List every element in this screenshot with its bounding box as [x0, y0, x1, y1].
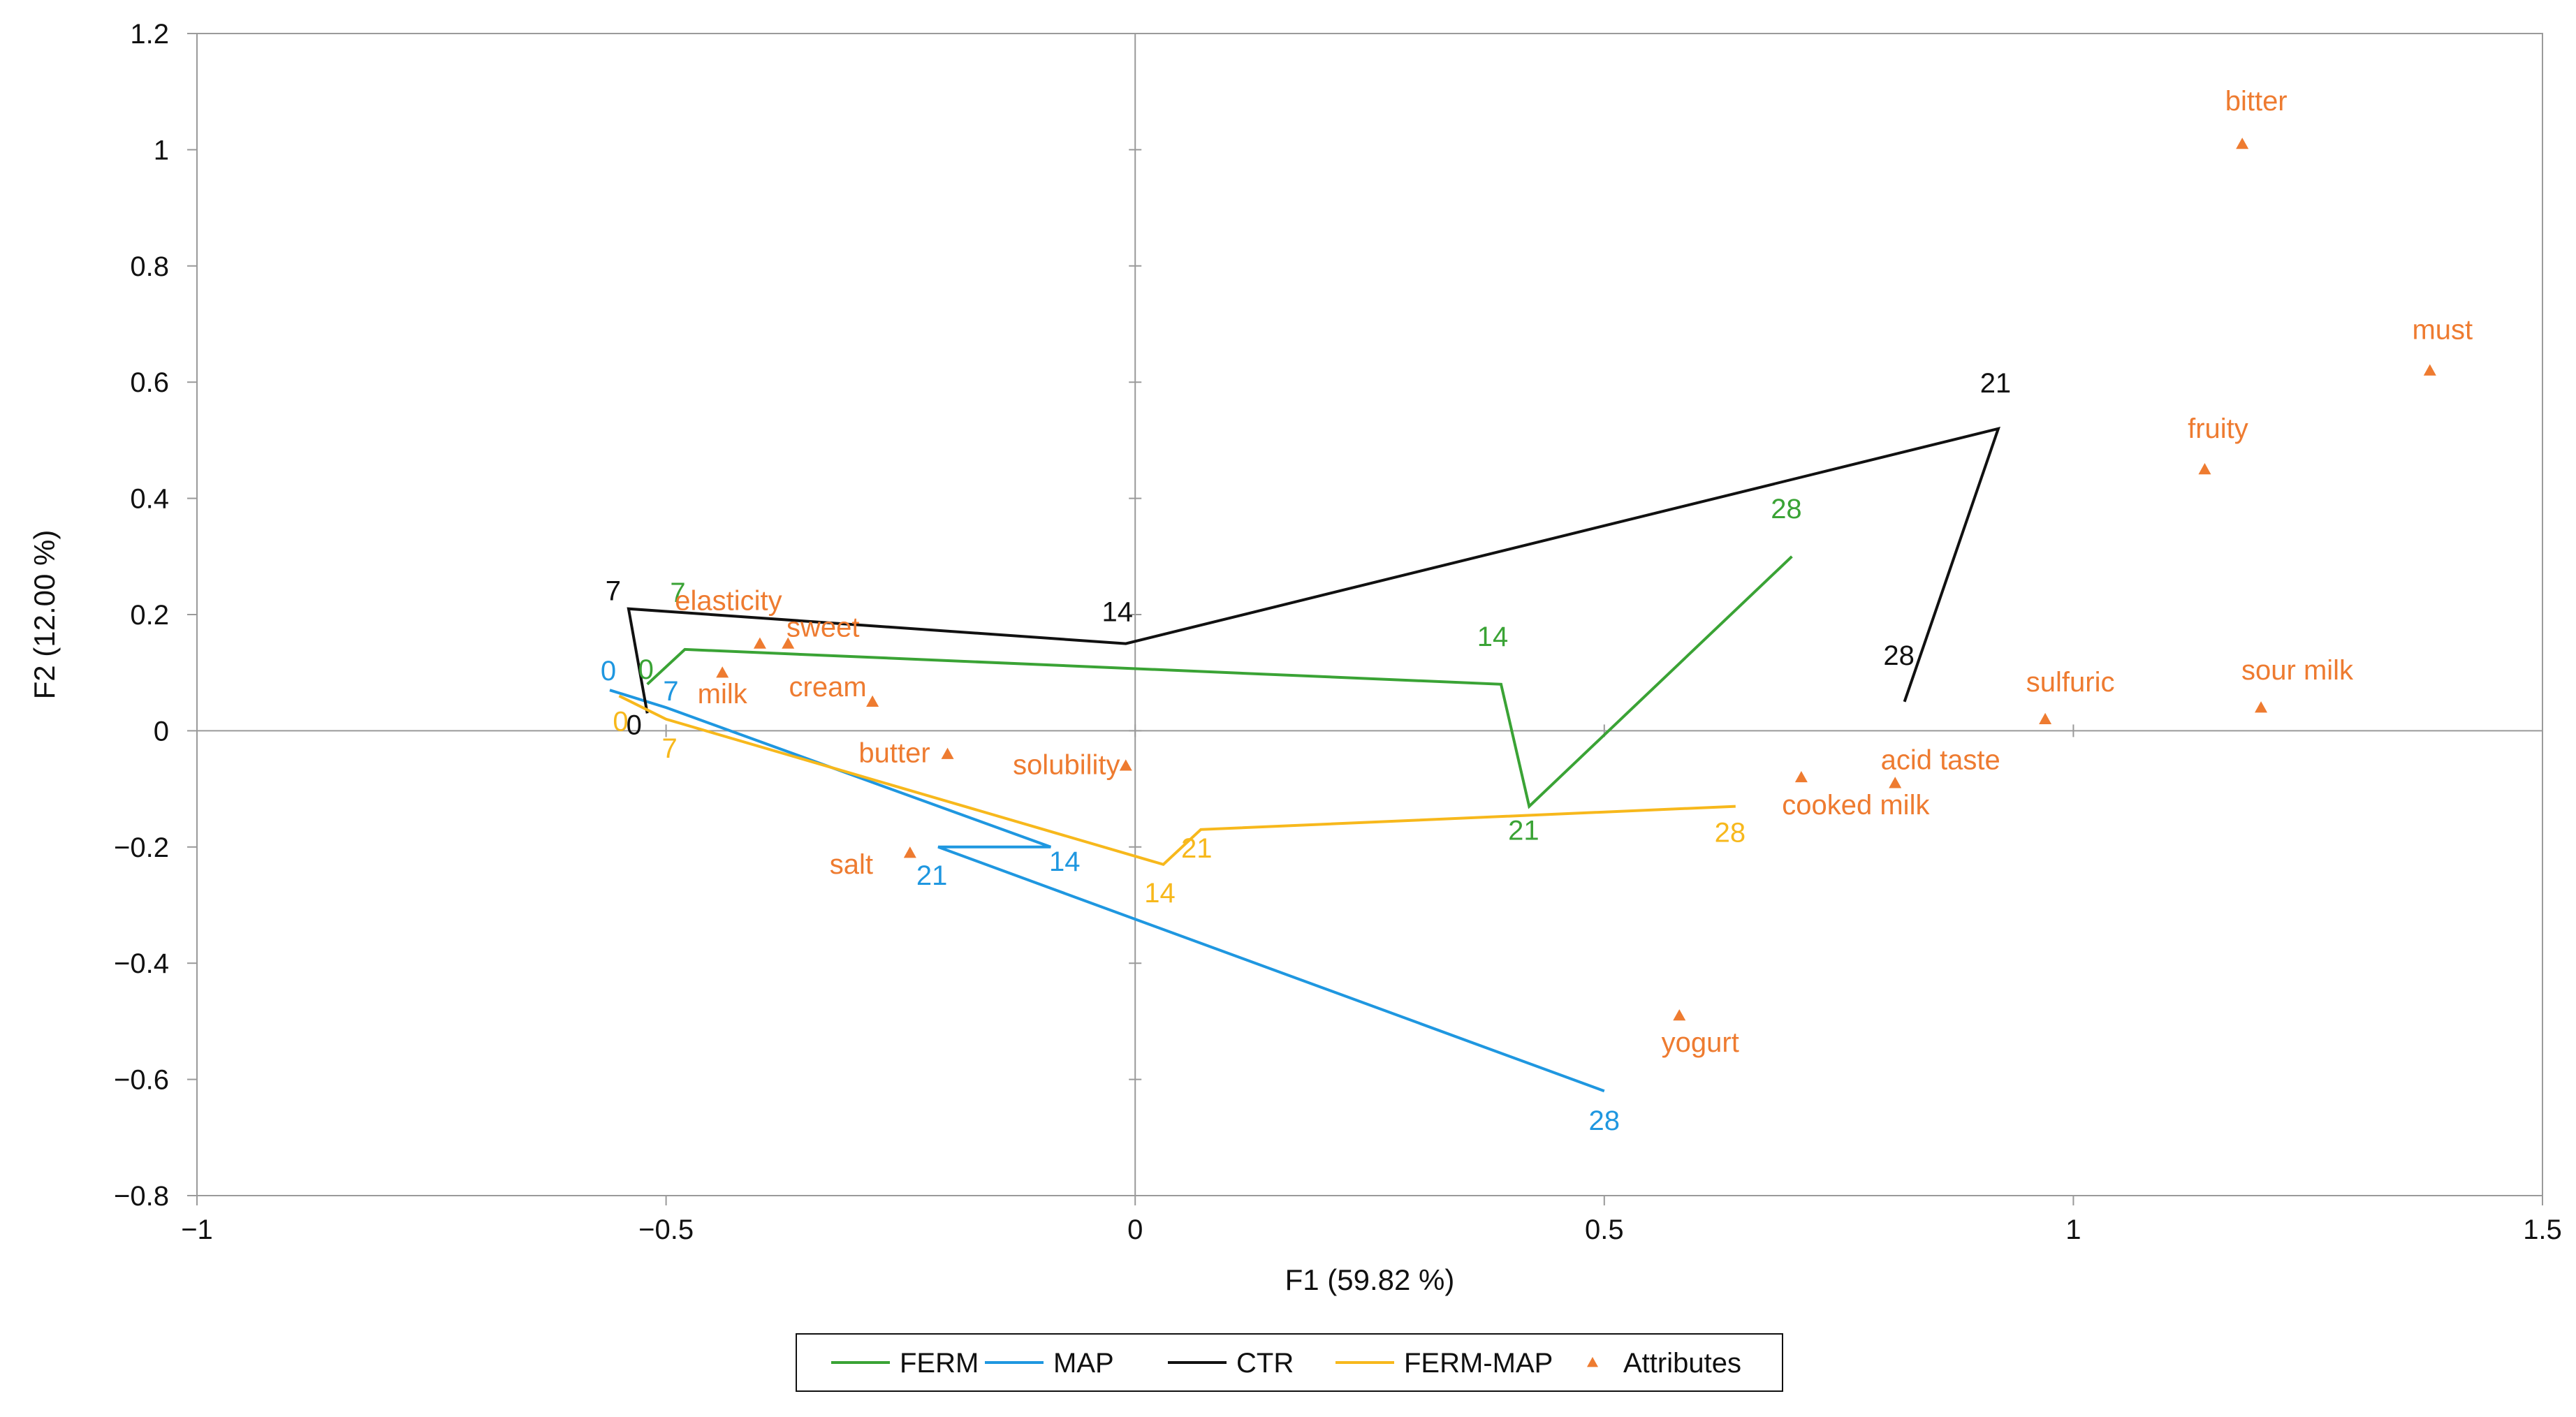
attribute-label: cooked milk — [1782, 790, 1930, 821]
point-label-map: 28 — [1589, 1106, 1620, 1136]
attribute-marker — [941, 747, 954, 759]
y-tick-label: 0.4 — [130, 484, 169, 515]
point-label-ctr: 7 — [606, 576, 621, 607]
point-label-ferm: 14 — [1477, 622, 1509, 652]
attribute-marker — [2198, 463, 2211, 475]
x-tick-label: 1 — [2065, 1214, 2081, 1245]
attribute-label: milk — [698, 679, 748, 710]
point-label-ferm-map: 21 — [1181, 833, 1213, 864]
attribute-marker — [2236, 138, 2249, 149]
labels-layer: 07142128071421280714212807142128bittermu… — [601, 86, 2473, 1136]
point-label-ferm: 7 — [670, 578, 685, 608]
point-label-ctr: 21 — [1980, 368, 2012, 399]
x-axis-title: F1 (59.82 %) — [1285, 1263, 1455, 1296]
attribute-marker — [753, 637, 766, 649]
point-label-map: 21 — [916, 860, 948, 891]
y-tick-label: 0.8 — [130, 251, 169, 282]
series-line-ferm-map — [618, 694, 1736, 867]
attribute-label: bitter — [2225, 86, 2288, 117]
attribute-label: sulfuric — [2026, 667, 2115, 698]
point-label-ctr: 28 — [1883, 640, 1915, 671]
attribute-label: elasticity — [675, 586, 782, 617]
attribute-label: yogurt — [1662, 1027, 1739, 1058]
legend-label-ctr: CTR — [1236, 1348, 1294, 1379]
y-tick-label: −0.6 — [114, 1065, 169, 1096]
y-tick-label: 0.2 — [130, 600, 169, 631]
point-label-ferm: 21 — [1508, 816, 1539, 846]
y-tick-label: 1.2 — [130, 19, 169, 50]
attribute-marker — [2423, 364, 2436, 376]
attribute-marker — [866, 695, 879, 707]
plot-frame — [196, 33, 2543, 1196]
legend-label-ferm: FERM — [900, 1348, 979, 1379]
x-tick-label: 0.5 — [1585, 1214, 1624, 1245]
point-label-map: 14 — [1049, 846, 1081, 877]
series-line-ferm — [646, 555, 1793, 809]
attribute-label: butter — [858, 738, 930, 769]
y-tick-label: 0.6 — [130, 367, 169, 398]
y-tick-label: −0.8 — [114, 1181, 169, 1212]
point-label-ferm-map: 28 — [1715, 818, 1746, 849]
y-tick-label: 0 — [154, 716, 169, 747]
legend: FERM MAP CTR FERM-MAP Attributes — [796, 1333, 1783, 1392]
y-tick-label: −0.4 — [114, 948, 169, 979]
legend-box — [796, 1333, 1783, 1392]
point-label-ferm-map: 14 — [1144, 878, 1176, 909]
y-axis-title: F2 (12.00 %) — [28, 530, 61, 700]
attribute-label: acid taste — [1881, 744, 2000, 775]
attribute-marker — [782, 637, 795, 649]
legend-label-ferm-map: FERM-MAP — [1404, 1348, 1553, 1379]
attribute-marker — [1889, 777, 1902, 788]
point-label-ferm: 28 — [1771, 494, 1802, 524]
series-layer — [609, 138, 2436, 1093]
x-tick-label: 1.5 — [2523, 1214, 2562, 1245]
attribute-marker — [1794, 770, 1808, 783]
point-label-ferm-map: 0 — [613, 706, 628, 737]
point-label-map: 7 — [663, 676, 678, 707]
attribute-marker — [1673, 1009, 1686, 1021]
attribute-marker — [903, 846, 916, 858]
x-tick-label: −0.5 — [638, 1214, 694, 1245]
y-tick-label: 1 — [154, 135, 169, 166]
point-label-ctr: 14 — [1102, 597, 1134, 628]
attribute-marker — [2039, 712, 2052, 724]
legend-label-attributes: Attributes — [1623, 1348, 1741, 1379]
series-line-map — [609, 689, 1605, 1093]
point-label-ferm-map: 7 — [661, 733, 677, 764]
point-label-map: 0 — [601, 656, 616, 687]
attribute-label: must — [2412, 315, 2473, 346]
x-tick-label: 0 — [1127, 1214, 1143, 1245]
legend-swatch-attributes — [1587, 1357, 1598, 1367]
point-label-ferm: 0 — [638, 654, 654, 685]
attribute-label: solubility — [1013, 749, 1120, 780]
point-label-ctr: 0 — [627, 710, 642, 740]
attribute-marker — [1119, 759, 1132, 771]
attribute-label: fruity — [2188, 413, 2248, 444]
attribute-label: sweet — [786, 612, 860, 643]
y-tick-label: −0.2 — [114, 832, 169, 863]
x-tick-label: −1 — [181, 1214, 213, 1245]
attribute-label: sour milk — [2241, 655, 2354, 686]
legend-label-map: MAP — [1053, 1348, 1114, 1379]
attribute-label: salt — [830, 849, 873, 880]
attribute-marker — [716, 666, 729, 678]
series-line-ctr — [627, 426, 2000, 714]
attribute-label: cream — [789, 672, 867, 703]
attribute-marker — [2255, 701, 2268, 713]
axes-layer: −1 −0.5 0 0.5 1 1.5 1.2 1 0.8 0.6 0.4 0.2 0 −0.2 −0.4 −… — [28, 19, 2562, 1296]
